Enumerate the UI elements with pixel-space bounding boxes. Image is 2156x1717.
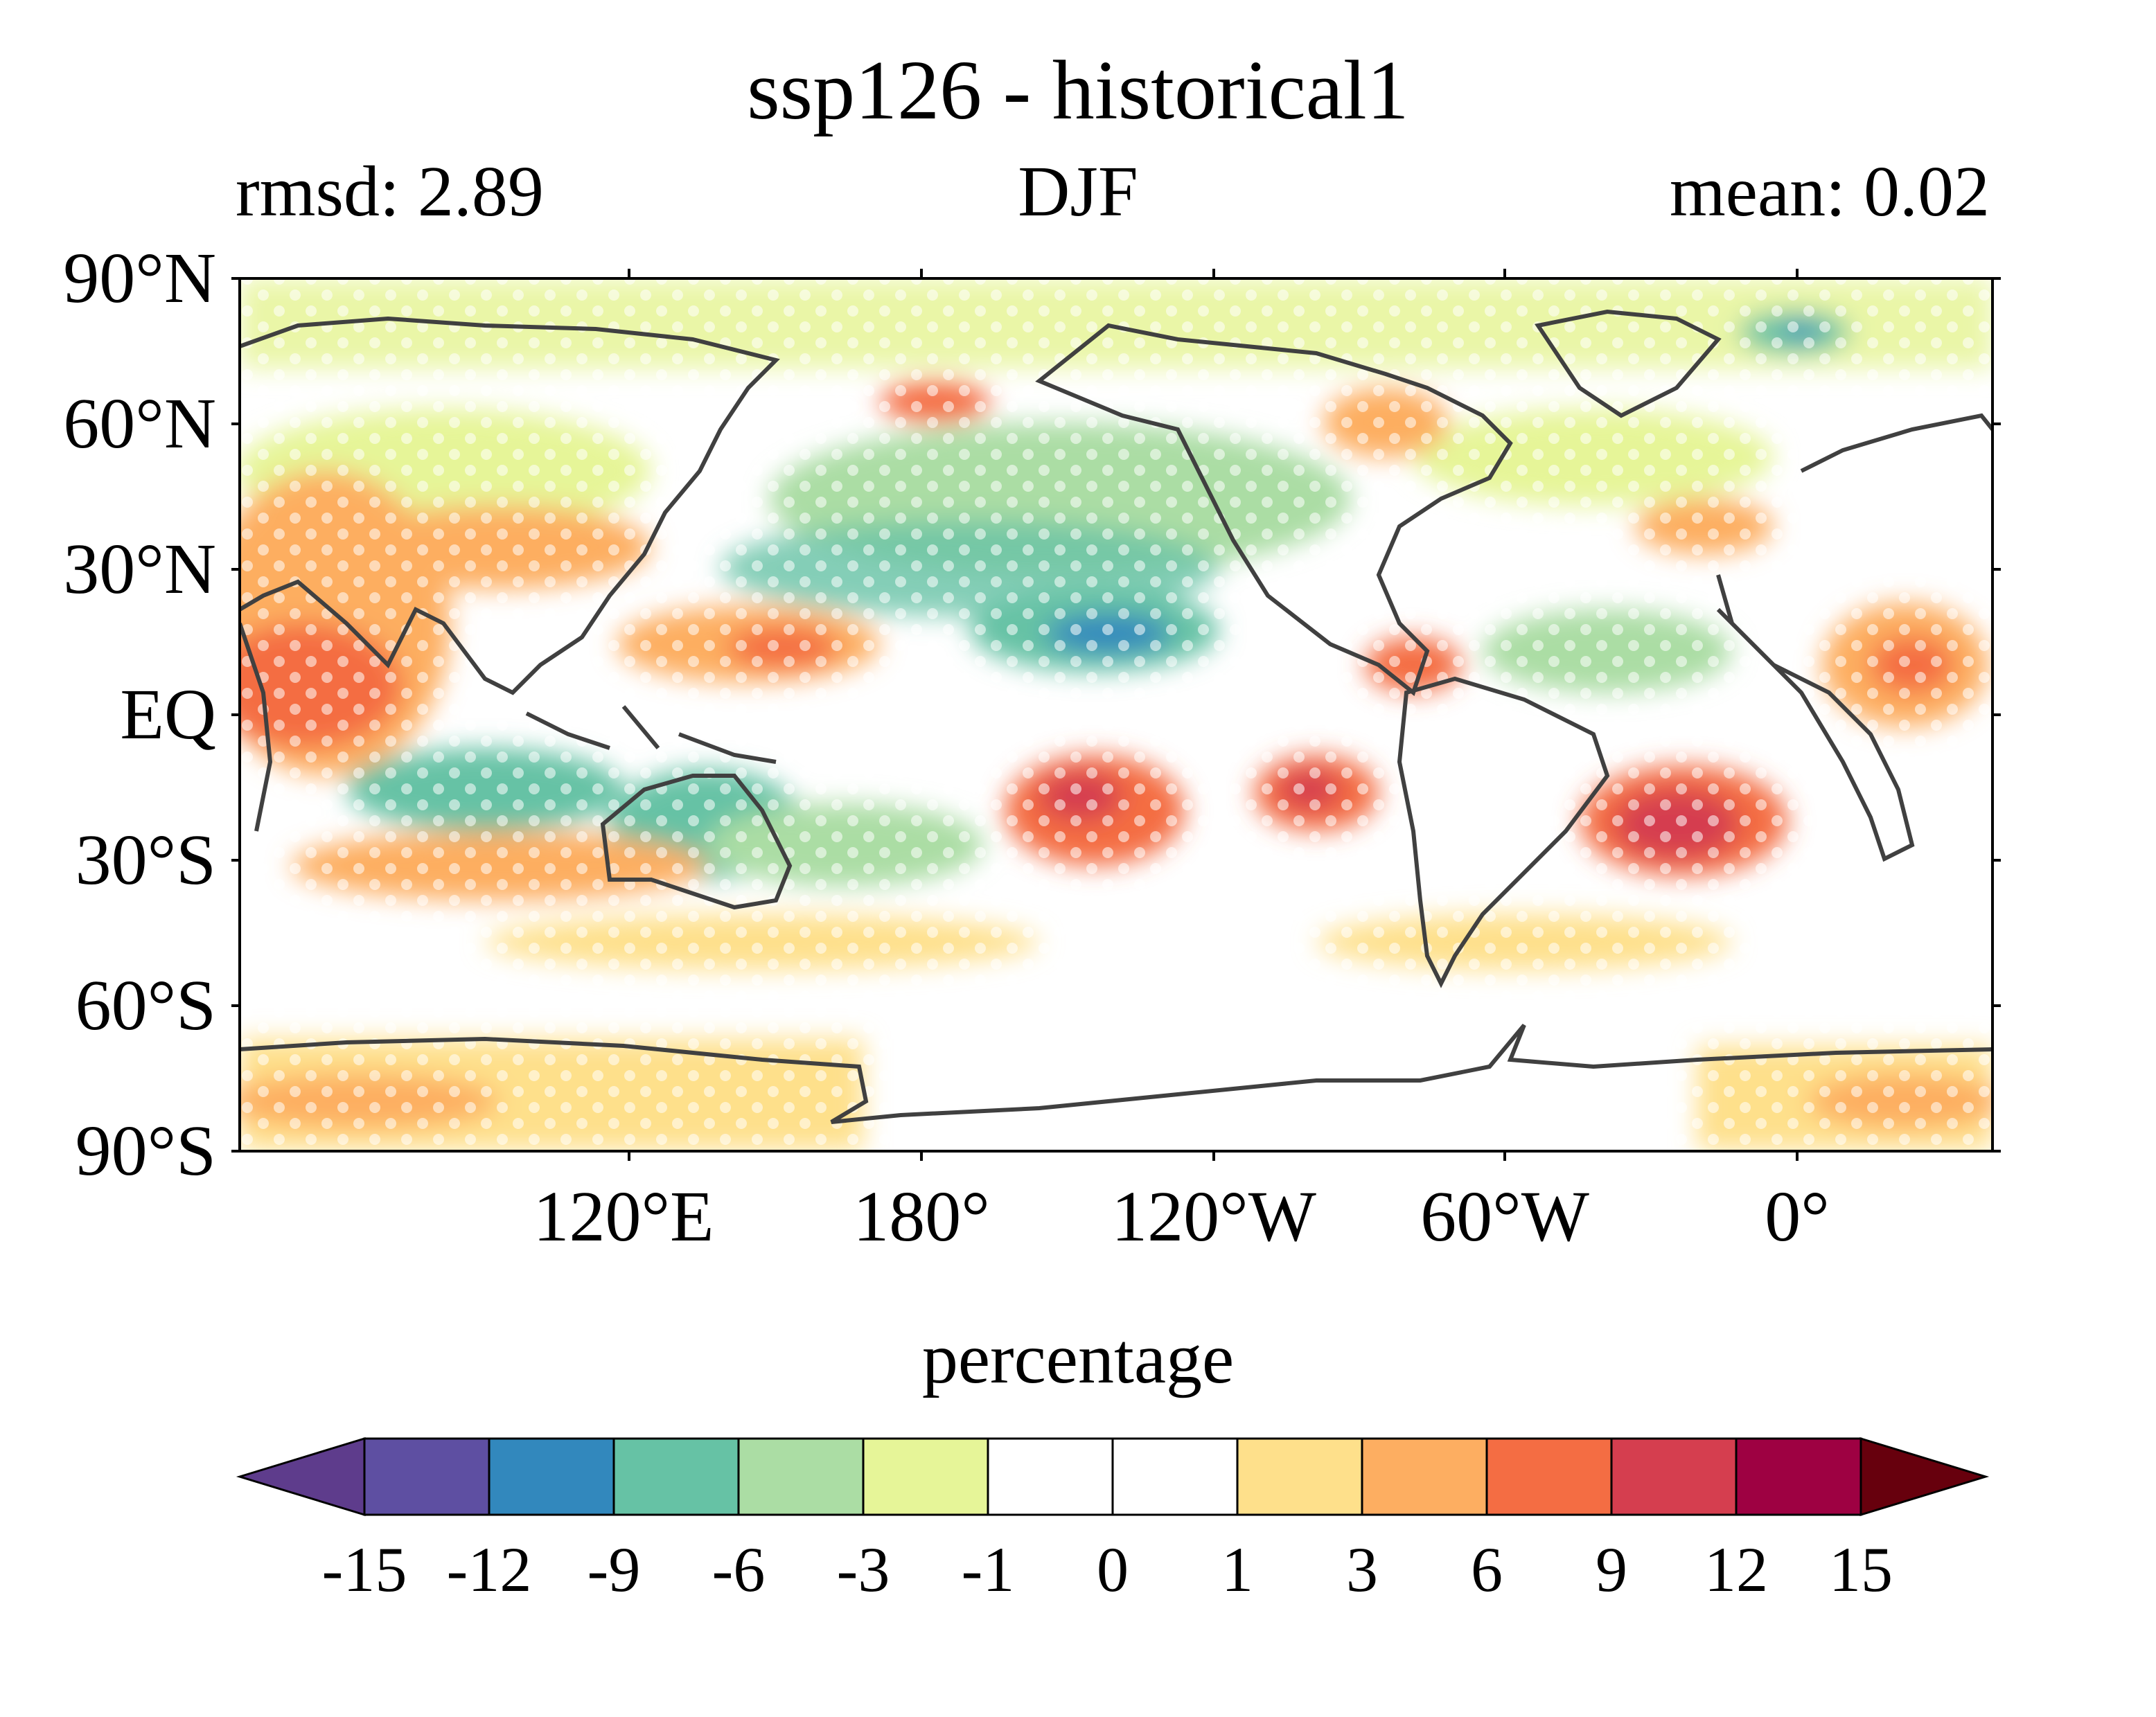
- figure-title: ssp126 - historical1: [747, 44, 1409, 137]
- lat-label-eq: EQ: [120, 675, 216, 754]
- colorbar-tick: -15: [321, 1534, 407, 1605]
- colorbar-tick: 0: [1097, 1534, 1129, 1605]
- season-subtitle: DJF: [1018, 152, 1138, 231]
- lat-label-90s: 90°S: [75, 1111, 216, 1191]
- stippling-pattern: [240, 278, 1992, 1151]
- colorbar-extend-high: [1859, 1436, 1990, 1517]
- colorbar-bin: [1610, 1437, 1738, 1516]
- colorbar-tick: 3: [1346, 1534, 1378, 1605]
- lon-label-120w: 120°W: [1111, 1177, 1316, 1256]
- colorbar-bin: [862, 1437, 989, 1516]
- colorbar-bin: [1361, 1437, 1488, 1516]
- colorbar-tick: 15: [1829, 1534, 1893, 1605]
- colorbar-extend-low: [236, 1436, 366, 1517]
- lat-ticks: [231, 277, 2001, 1153]
- colorbar-tick: -1: [961, 1534, 1015, 1605]
- colorbar-tick: -3: [836, 1534, 890, 1605]
- map-field: [240, 278, 1992, 1151]
- colorbar-bin: [1111, 1437, 1239, 1516]
- colorbar-tick: -12: [446, 1534, 532, 1605]
- colorbar-bin: [1735, 1437, 1862, 1516]
- coastlines: [240, 309, 1992, 1124]
- colorbar-bin: [488, 1437, 615, 1516]
- colorbar-bin: [363, 1437, 491, 1516]
- lat-label-30n: 30°N: [63, 529, 216, 609]
- lon-label-180: 180°: [853, 1177, 990, 1256]
- lat-label-60s: 60°S: [75, 966, 216, 1045]
- colorbar-tick: -9: [587, 1534, 641, 1605]
- lat-label-30s: 30°S: [75, 820, 216, 900]
- colorbar-tick: 12: [1704, 1534, 1768, 1605]
- lon-ticks: [628, 269, 1799, 1161]
- colorbar: [236, 1436, 1990, 1517]
- lon-label-120e: 120°E: [533, 1177, 714, 1256]
- colorbar-title: percentage: [921, 1319, 1235, 1398]
- lon-label-60w: 60°W: [1420, 1177, 1589, 1256]
- colorbar-tick: 9: [1596, 1534, 1627, 1605]
- mean-subtitle: mean: 0.02: [1669, 152, 1990, 231]
- colorbar-tick: -6: [712, 1534, 766, 1605]
- lat-label-90n: 90°N: [63, 238, 216, 318]
- rmsd-subtitle: rmsd: 2.89: [236, 152, 544, 231]
- lon-label-0: 0°: [1765, 1177, 1830, 1256]
- colorbar-bin: [737, 1437, 865, 1516]
- colorbar-tick: 1: [1221, 1534, 1253, 1605]
- colorbar-bin: [1485, 1437, 1613, 1516]
- colorbar-bin: [1236, 1437, 1363, 1516]
- colorbar-bin: [612, 1437, 740, 1516]
- colorbar-bin: [987, 1437, 1114, 1516]
- lat-label-60n: 60°N: [63, 384, 216, 463]
- colorbar-tick: 6: [1471, 1534, 1503, 1605]
